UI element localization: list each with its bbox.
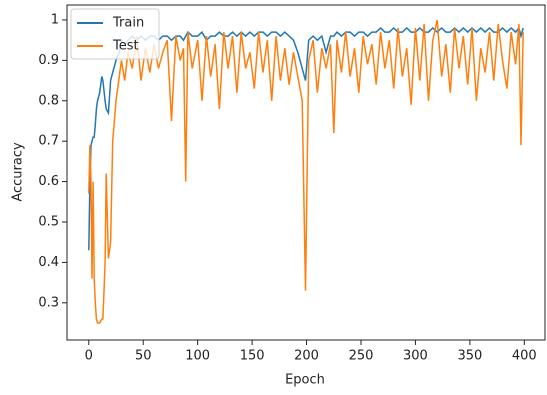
x-tick-label: 400 xyxy=(512,349,537,364)
y-tick-label: 0.7 xyxy=(38,134,59,149)
x-tick-label: 50 xyxy=(135,349,152,364)
y-tick-label: 0.4 xyxy=(38,255,59,270)
plot-frame xyxy=(66,4,546,341)
legend-label: Test xyxy=(112,39,139,54)
y-axis-label: Accuracy xyxy=(11,142,26,202)
series-line xyxy=(88,19,524,324)
y-tick-label: 0.6 xyxy=(38,174,59,189)
x-tick-label: 350 xyxy=(457,349,482,364)
x-axis-label: Epoch xyxy=(285,373,325,388)
x-tick-label: 250 xyxy=(349,349,374,364)
x-tick-label: 300 xyxy=(403,349,428,364)
x-tick-label: 200 xyxy=(294,349,319,364)
x-tick-label: 150 xyxy=(240,349,265,364)
y-tick-label: 0.9 xyxy=(38,53,59,68)
x-tick-label: 0 xyxy=(85,349,93,364)
y-tick-label: 0.5 xyxy=(38,215,59,230)
y-tick-label: 1 xyxy=(51,12,59,27)
y-tick-label: 0.3 xyxy=(38,295,59,310)
x-tick-label: 100 xyxy=(185,349,210,364)
legend-label: Train xyxy=(112,16,144,31)
y-tick-label: 0.8 xyxy=(38,93,59,108)
